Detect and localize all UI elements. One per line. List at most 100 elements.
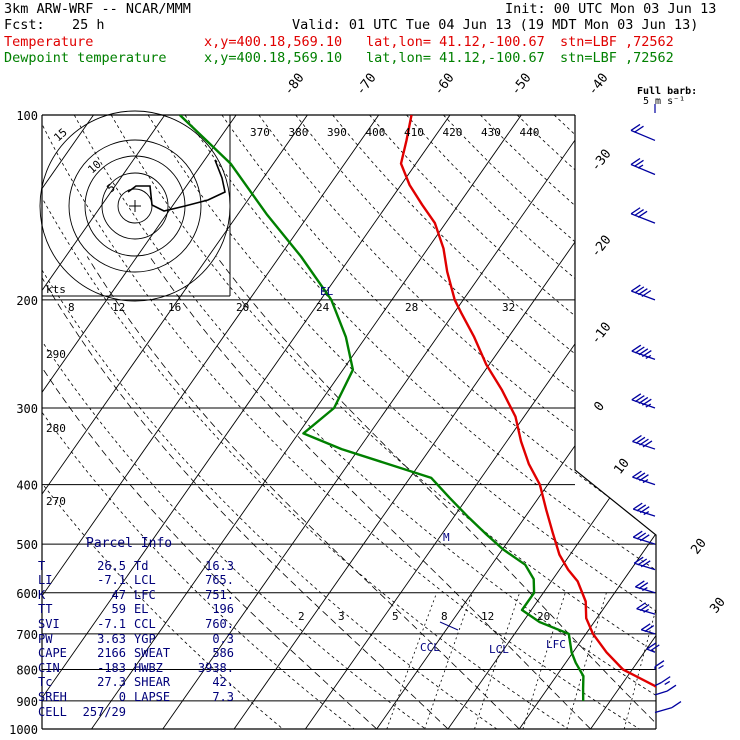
parcel-info-value: 26.5 [97, 558, 126, 573]
wind-barb-flag [639, 438, 649, 446]
parcel-info-value: 765. [205, 573, 234, 588]
full-barb-value: 5 m s⁻¹ [643, 96, 685, 107]
temperature-latlon: lat,lon= 41.12,-100.67 [366, 34, 545, 50]
wind-barb-flag [634, 125, 644, 133]
theta-label-left: 280 [46, 422, 66, 435]
theta-label: 370 [250, 126, 270, 139]
wind-barb-flag [644, 625, 655, 633]
right-edge [574, 115, 657, 729]
isotherm [376, 115, 656, 729]
wind-barb-flag [671, 701, 682, 709]
wind-barb-half-flag [643, 510, 650, 516]
wind-barb-flag [630, 157, 641, 166]
isotherm [91, 115, 522, 729]
parcel-info-key: T [38, 558, 46, 573]
parcel-info-value: 42. [212, 675, 234, 690]
isotherm [42, 115, 451, 729]
parcel-info-value: 196 [212, 602, 234, 617]
hodograph-ring-label: 10 [85, 158, 104, 177]
wind-barb-flag [634, 580, 645, 588]
wind-barb-flag [636, 504, 647, 512]
parcel-info-key: K [38, 587, 46, 602]
forecast-hours: 25 h [72, 17, 105, 33]
wind-barb-flag [642, 440, 653, 448]
wind-barb-flag [632, 530, 643, 538]
mixing-ratio-line [386, 592, 438, 729]
dewpoint-line [178, 115, 585, 701]
hodograph-speed-label: 24 [316, 301, 330, 314]
wind-barb-flag [640, 560, 651, 568]
lfc-label: LFC [546, 638, 566, 651]
wind-barb-flag [636, 532, 647, 540]
parcel-info-key: SWEAT [134, 646, 171, 661]
wind-barb-flag [654, 660, 665, 668]
moist-adiabat [42, 256, 449, 729]
pressure-label: 800 [16, 663, 38, 677]
wind-barb-flag [638, 396, 649, 404]
wind-barb-flag [640, 623, 651, 631]
parcel-info-panel: Parcel Info T 26.5 Td 16.3 LI -7.1 LCL 765. K 47 L… [38, 536, 234, 727]
wind-barb-flag [631, 393, 642, 401]
isotherm-label: -50 [508, 71, 534, 99]
sounding-traces [178, 115, 656, 702]
hodograph-speed-label: 12 [112, 301, 125, 314]
theta-label: 410 [404, 126, 424, 139]
parcel-info-key: LAPSE [134, 689, 171, 704]
parcel-info-key [134, 705, 190, 720]
parcel-info-value: -183 [97, 660, 126, 675]
theta-label: 440 [520, 126, 540, 139]
wind-barb-flag [632, 502, 643, 510]
pressure-label: 400 [16, 479, 38, 493]
wind-barb-flag [634, 159, 644, 167]
hodograph-ring [101, 172, 169, 240]
dewpoint-xy: x,y=400.18,569.10 [204, 50, 343, 66]
dry-adiabat [480, 115, 656, 729]
dry-adiabat [42, 115, 426, 729]
isotherm-label: 10 [611, 456, 632, 478]
full-barb-title: Full barb: [637, 86, 697, 97]
isotherm [447, 115, 656, 729]
isotherm-label: -70 [353, 71, 379, 99]
wind-barb-shaft [641, 629, 656, 635]
wind-barb-flag [637, 558, 648, 566]
dry-adiabat [590, 115, 656, 729]
init-time: Init: 00 UTC Mon 03 Jun 13 [505, 1, 717, 17]
hodograph-units: kts [46, 283, 66, 296]
parcel-info-row: SVI -7.1 CCL 760. [38, 617, 234, 632]
wind-barb-flag [641, 350, 652, 358]
wind-barb-half-flag [664, 680, 671, 685]
wind-barb-flag [634, 209, 644, 217]
theta-label: 400 [366, 126, 386, 139]
parcel-info-key: EL [134, 602, 149, 617]
pressure-label: 600 [16, 587, 38, 601]
wind-barb-half-flag [642, 478, 649, 484]
parcel-info-value: -7.1 [97, 573, 126, 588]
dewpoint-station: stn=LBF ,72562 [560, 50, 674, 66]
pressure-label: 200 [16, 294, 38, 308]
full-barb-legend: Full barb: 5 m s⁻¹ [637, 86, 697, 113]
parcel-info-title: Parcel Info [86, 536, 173, 551]
pressure-label: 700 [16, 628, 38, 642]
parcel-info-value: 3.63 [97, 631, 126, 646]
isotherm-label: 0 [591, 399, 608, 414]
wind-barb-flag [638, 288, 648, 296]
hodograph-ring [117, 188, 153, 224]
pressure-label: 900 [16, 695, 38, 709]
parcel-info-key: Td [134, 558, 149, 573]
mixing-ratio-line [424, 592, 473, 729]
isotherm [42, 115, 308, 729]
m-label: M [443, 531, 450, 544]
dry-adiabat [147, 115, 656, 729]
temperature-legend: Temperature [4, 34, 94, 50]
dry-adiabat [221, 115, 656, 729]
wind-barb-shaft [654, 682, 662, 687]
isotherm-label: 20 [688, 536, 709, 558]
theta-label-left: 290 [46, 348, 66, 361]
wind-barb-flag [639, 534, 650, 542]
dry-adiabat [184, 115, 656, 729]
isotherm [662, 115, 740, 729]
wind-barb-flag [639, 506, 650, 514]
hodograph-speed-label: 28 [405, 301, 418, 314]
parcel-info-value: 2166 [97, 646, 126, 661]
